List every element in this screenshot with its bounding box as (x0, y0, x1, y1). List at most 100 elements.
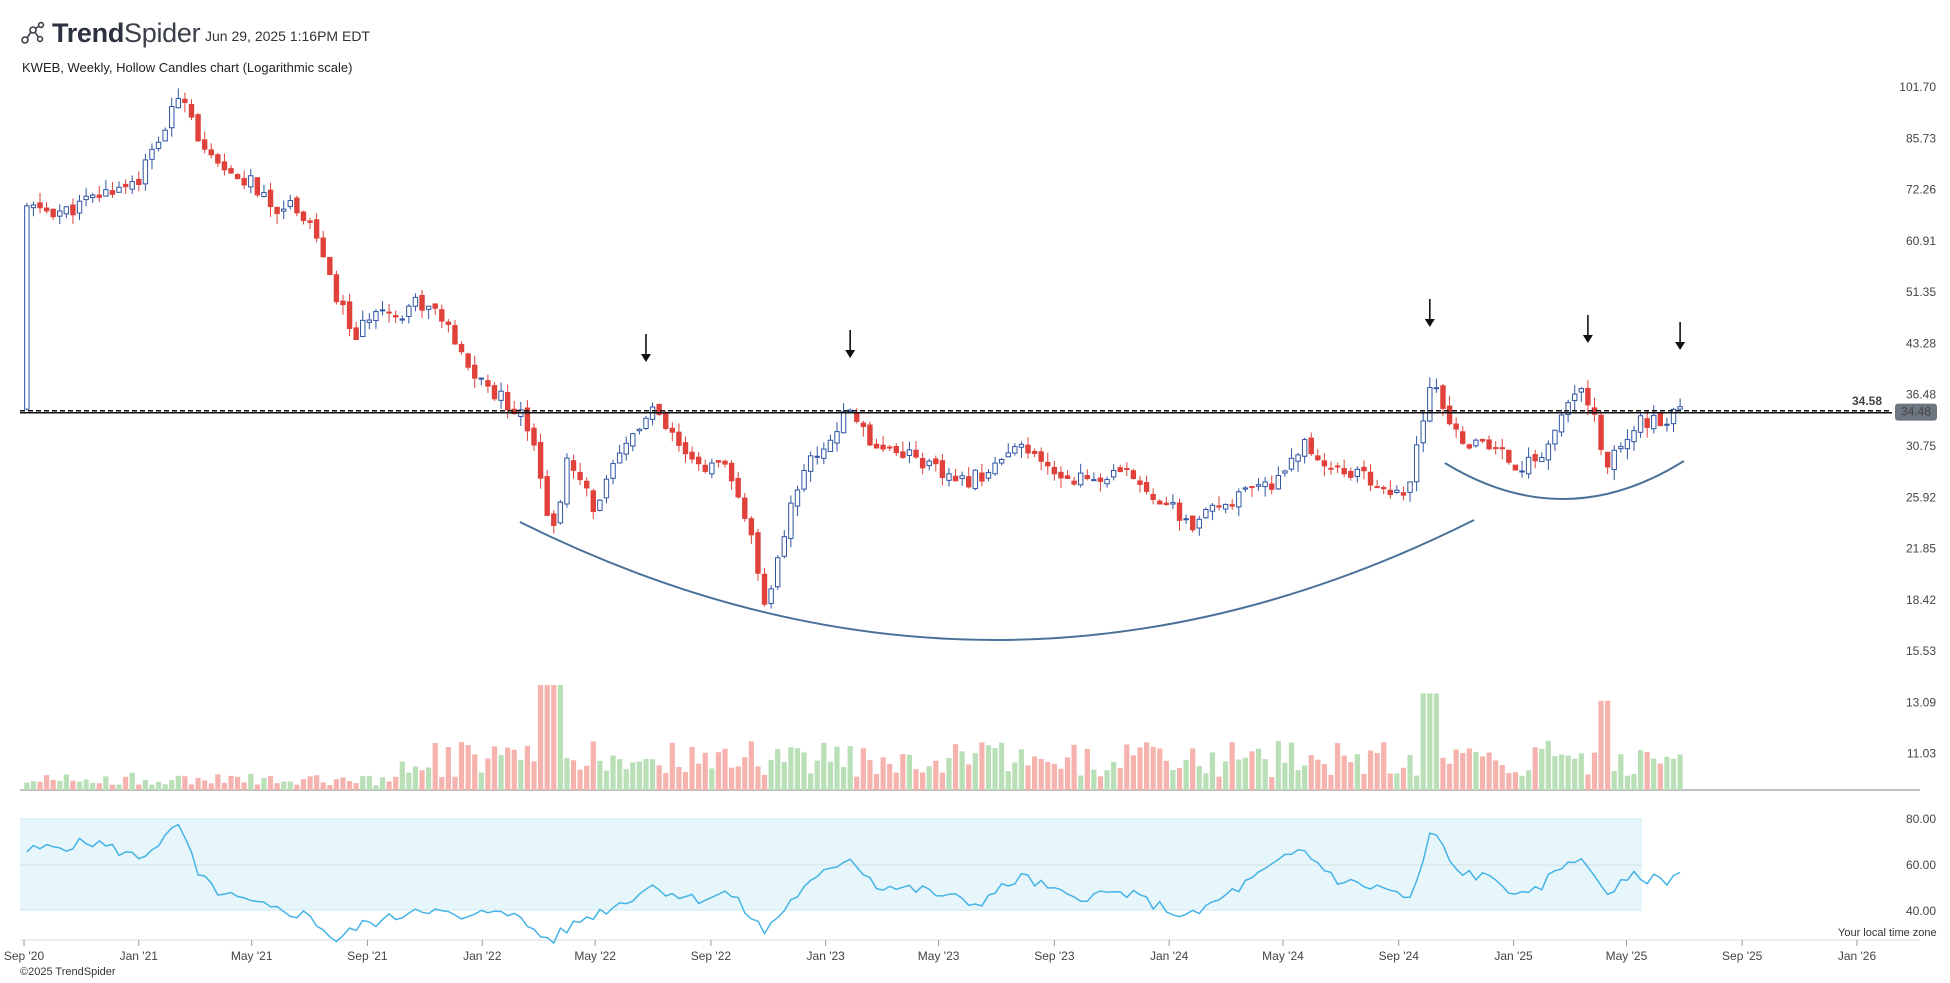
volume-bar (518, 760, 524, 790)
candle-body (129, 181, 135, 190)
volume-bar (570, 760, 577, 790)
volume-bar (406, 772, 412, 790)
volume-bar (1183, 759, 1189, 790)
candle-body (748, 518, 755, 536)
candle-body (906, 449, 913, 456)
candle-body (781, 536, 787, 557)
candle-body (1157, 500, 1163, 505)
candle-body (1354, 468, 1361, 477)
volume-bar (419, 770, 425, 790)
volume-bar (1064, 757, 1071, 790)
volume-bar (1058, 768, 1064, 790)
volume-bar (617, 759, 623, 790)
volume-bar (399, 761, 405, 790)
candle-body (63, 206, 70, 215)
volume-bar (188, 784, 195, 790)
volume-bar (597, 760, 603, 790)
candle-body (1578, 388, 1584, 393)
candle-body (933, 458, 939, 465)
volume-bar (1176, 767, 1183, 790)
candle-body (570, 460, 577, 471)
candle-body (689, 451, 695, 460)
volume-bar (966, 764, 972, 790)
candle-body (583, 480, 590, 489)
volume-bar (913, 769, 919, 790)
candle-body (926, 460, 932, 467)
candle-body (294, 197, 300, 214)
volume-bar (537, 685, 544, 790)
volume-bar (1354, 754, 1360, 790)
time-tick-label: Jan '21 (120, 949, 159, 963)
candlestick-series (24, 88, 1683, 609)
volume-bar (1328, 774, 1334, 790)
candle-body (241, 177, 247, 186)
candle-body (182, 98, 188, 103)
candle-body (893, 446, 899, 454)
volume-bar (1229, 742, 1235, 790)
candle-body (1262, 481, 1268, 488)
candle-body (478, 377, 485, 380)
candle-body (1525, 456, 1532, 475)
candle-body (1677, 406, 1683, 410)
candle-body (1222, 503, 1229, 510)
candle-body (1519, 470, 1525, 473)
volume-bar (314, 775, 320, 790)
volume-bar (1025, 765, 1031, 790)
candle-body (590, 490, 596, 513)
volume-bar (1394, 773, 1400, 790)
volume-bar (1255, 748, 1262, 790)
copyright: ©2025 TrendSpider (20, 966, 116, 978)
candle-body (1143, 482, 1150, 492)
volume-bar (1348, 762, 1354, 790)
rsi-tick-label: 60.00 (1906, 858, 1936, 872)
price-tick-label: 72.26 (1906, 183, 1936, 197)
candle-body (985, 472, 992, 479)
volume-bar (1493, 760, 1499, 790)
volume-bar (228, 775, 234, 790)
volume-bar (1519, 775, 1525, 790)
candle-body (1572, 393, 1578, 402)
candle-body (366, 319, 373, 323)
volume-bar (386, 781, 392, 790)
candle-body (775, 557, 781, 588)
volume-bar (1196, 766, 1202, 790)
volume-bar (1005, 771, 1011, 790)
annotation-arrows (640, 299, 1686, 362)
volume-bar (1288, 742, 1295, 790)
volume-bar (715, 752, 722, 790)
volume-bar (1506, 773, 1512, 790)
down-arrow-icon (1675, 342, 1686, 350)
volume-bar (149, 784, 155, 790)
candle-body (1545, 443, 1552, 461)
candle-body (1486, 439, 1492, 450)
candle-body (57, 210, 63, 217)
candle-body (1071, 480, 1077, 485)
candle-body (807, 455, 814, 472)
time-tick-label: Jan '22 (463, 949, 502, 963)
candle-body (610, 463, 616, 479)
volume-bar (643, 758, 649, 790)
candle-body (300, 211, 307, 222)
volume-bar (162, 784, 168, 790)
candle-body (1229, 504, 1235, 507)
volume-bar (353, 783, 359, 790)
candle-body (1473, 439, 1479, 447)
volume-bar (267, 776, 274, 790)
candle-body (1552, 429, 1558, 445)
chart-timestamp: Jun 29, 2025 1:16PM EDT (205, 28, 370, 44)
candle-body (1176, 502, 1183, 521)
candle-body (215, 154, 221, 164)
volume-bar (1367, 750, 1374, 790)
candle-body (76, 200, 83, 214)
volume-bar (1130, 755, 1136, 790)
volume-bar (748, 741, 754, 790)
volume-bar (544, 685, 550, 790)
volume-bar (551, 685, 557, 790)
volume-bar (241, 782, 247, 790)
time-tick-label: Jan '25 (1494, 949, 1533, 963)
volume-bar (867, 760, 873, 790)
candle-body (485, 380, 491, 387)
time-tick-label: May '23 (918, 949, 960, 963)
candle-body (900, 451, 906, 458)
